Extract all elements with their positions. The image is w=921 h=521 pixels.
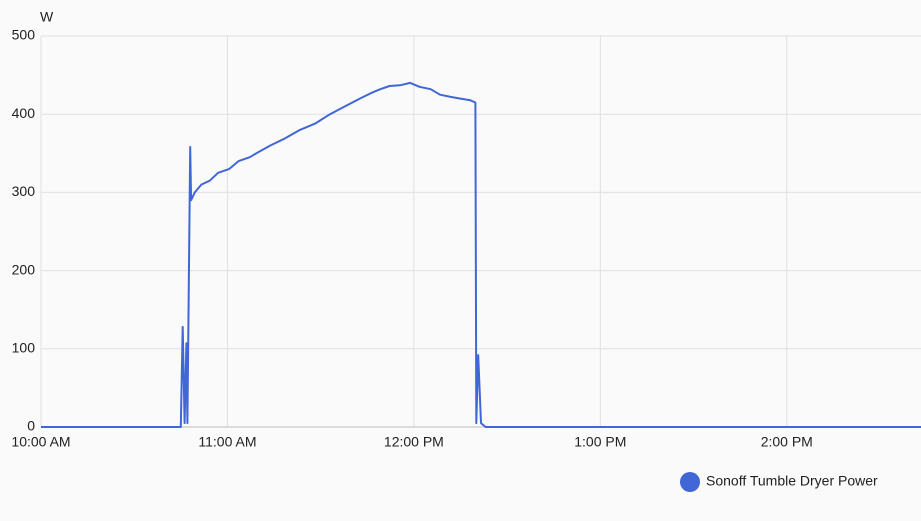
y-tick-label: 100 bbox=[12, 340, 36, 356]
y-tick-label: 0 bbox=[27, 418, 35, 434]
y-tick-label: 200 bbox=[12, 261, 36, 277]
y-tick-label: 300 bbox=[12, 183, 36, 199]
legend-swatch[interactable] bbox=[680, 472, 700, 492]
y-tick-label: 500 bbox=[12, 27, 36, 43]
data-line bbox=[41, 81, 921, 428]
y-tick-label: 400 bbox=[12, 105, 36, 121]
x-tick-label: 1:00 PM bbox=[574, 434, 626, 450]
x-tick-label: 2:00 PM bbox=[761, 434, 813, 450]
x-tick-label: 10:00 AM bbox=[11, 434, 70, 450]
y-axis-unit: W bbox=[40, 9, 54, 25]
x-tick-label: 12:00 PM bbox=[384, 434, 444, 450]
x-tick-label: 11:00 AM bbox=[198, 434, 256, 450]
legend-label[interactable]: Sonoff Tumble Dryer Power bbox=[706, 473, 878, 489]
